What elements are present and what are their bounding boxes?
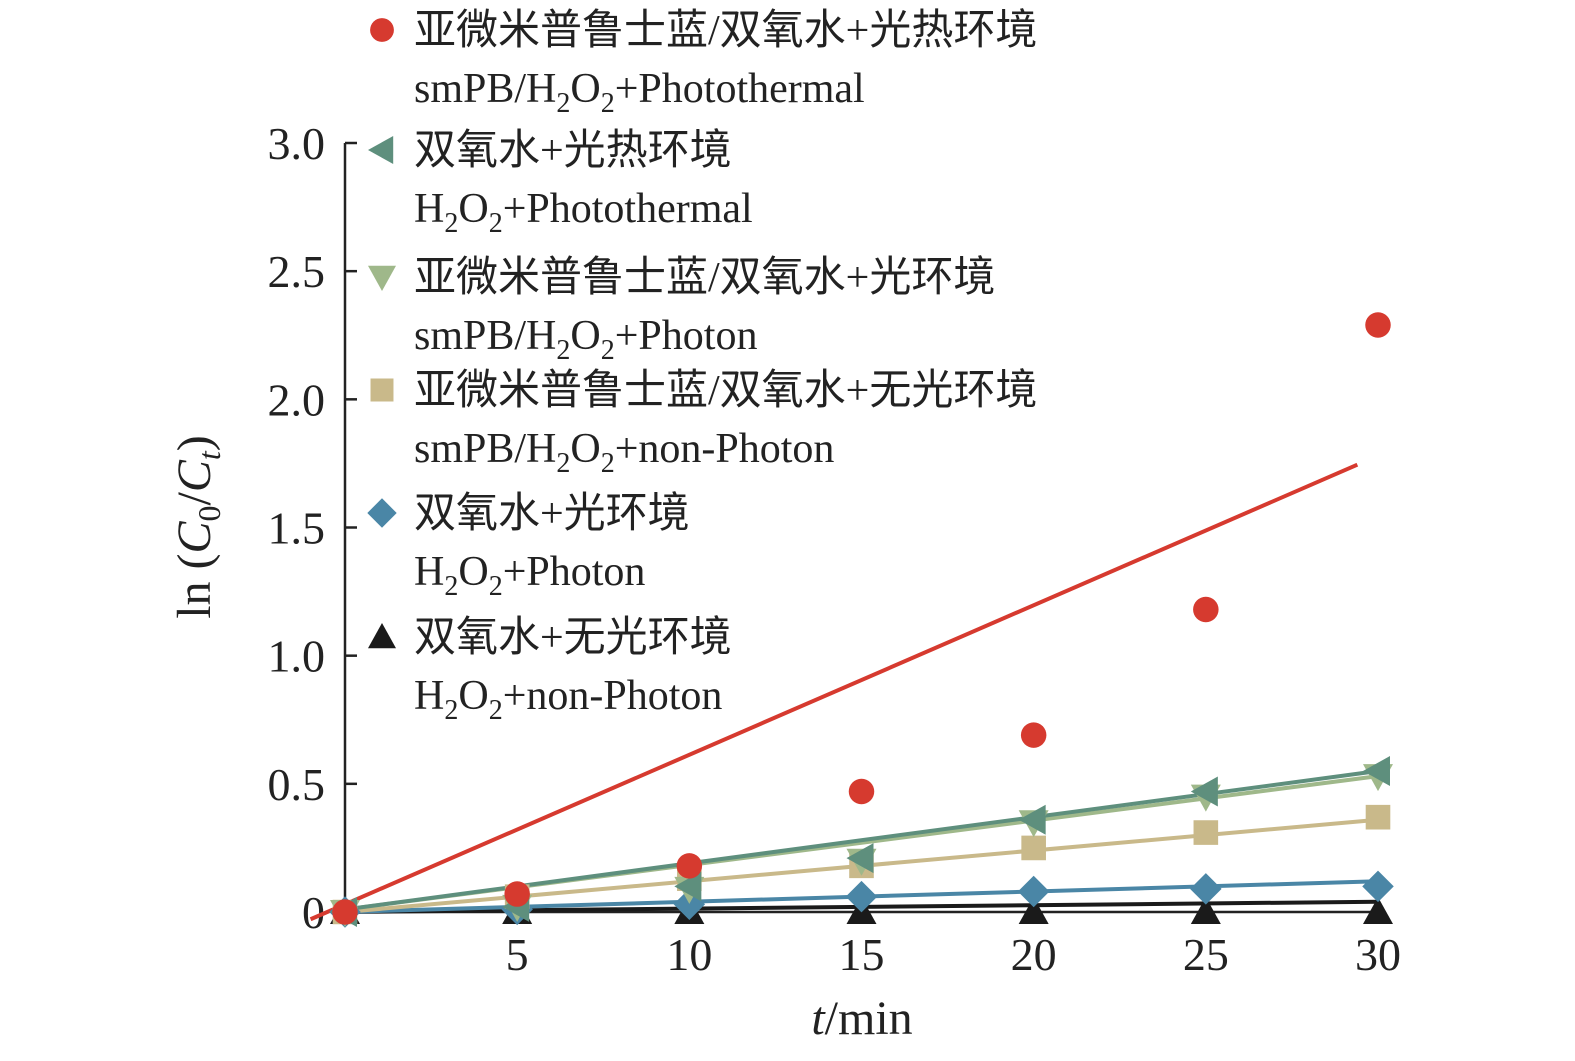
- legend-marker-1: [368, 136, 394, 164]
- data-point-s0-1: [504, 881, 530, 907]
- legend-label-cn-3: 亚微米普鲁士蓝/双氧水+无光环境: [414, 367, 1037, 414]
- data-point-s3-5: [1193, 820, 1219, 845]
- markers: [329, 312, 1394, 928]
- data-point-s0-2: [676, 853, 703, 879]
- data-point-s1-6: [1363, 756, 1390, 787]
- legend-label-en-4: H2O2+Photon: [414, 549, 645, 602]
- data-point-s0-4: [1020, 722, 1047, 748]
- data-point-s0-6: [1365, 312, 1391, 338]
- data-point-s0-0: [332, 899, 358, 925]
- legend-marker-4: [367, 498, 397, 528]
- x-tick-label: 30: [1355, 929, 1401, 980]
- legend-label-en-3: smPB/H2O2+non-Photon: [414, 426, 834, 479]
- fit-line-0: [309, 462, 1359, 922]
- x-tick-label: 25: [1183, 929, 1229, 980]
- y-tick-label: 0.5: [268, 759, 326, 810]
- data-point-s4-6: [1362, 870, 1394, 903]
- data-point-s1-4: [1018, 804, 1046, 835]
- legend-label-cn-5: 双氧水+无光环境: [414, 614, 732, 661]
- y-tick-label: 1.0: [268, 631, 326, 682]
- legend-label-cn-1: 双氧水+光热环境: [414, 127, 732, 174]
- legend-marker-0: [370, 18, 394, 42]
- x-ticks: 5 10 15 20 25 30: [506, 900, 1401, 980]
- data-point-s1-2: [674, 871, 702, 902]
- data-point-s1-5: [1190, 776, 1218, 807]
- x-tick-label: 20: [1011, 929, 1057, 980]
- legend-marker-2: [368, 265, 396, 291]
- data-point-s4-5: [1190, 873, 1222, 905]
- data-point-s5-4: [1018, 897, 1049, 924]
- data-point-s4-4: [1017, 875, 1050, 908]
- legend-label-cn-2: 亚微米普鲁士蓝/双氧水+光环境: [414, 254, 995, 301]
- y-tick-label: 1.5: [268, 503, 326, 554]
- data-point-s3-6: [1365, 804, 1391, 830]
- y-axis-label: ln (C0/Ct): [168, 435, 227, 619]
- legend-label-en-2: smPB/H2O2+Photon: [414, 313, 757, 366]
- data-point-s0-5: [1193, 596, 1219, 623]
- y-tick-label: 0: [302, 887, 325, 938]
- legend-label-en-0: smPB/H2O2+Photothermal: [414, 66, 865, 119]
- legend-label-cn-0: 亚微米普鲁士蓝/双氧水+光热环境: [414, 7, 1037, 54]
- y-tick-label: 2.5: [268, 246, 326, 297]
- y-tick-label: 2.0: [268, 374, 326, 425]
- x-tick-label: 15: [839, 929, 885, 980]
- data-point-s5-6: [1363, 897, 1393, 924]
- data-point-s4-3: [845, 880, 878, 913]
- y-ticks: 0 0.5 1.0 1.5 2.0 2.5 3.0: [268, 118, 357, 938]
- legend-marker-3: [370, 378, 394, 402]
- legend-marker-5: [368, 623, 396, 649]
- y-tick-label: 3.0: [268, 118, 326, 169]
- legend-label-en-1: H2O2+Photothermal: [414, 186, 753, 239]
- x-axis-label: t/min: [811, 992, 912, 1045]
- data-point-s5-5: [1190, 897, 1221, 924]
- legend: 亚微米普鲁士蓝/双氧水+光热环境 smPB/H2O2+Photothermal 双氧…: [367, 7, 1037, 726]
- data-point-s3-4: [1021, 835, 1046, 861]
- x-tick-label: 10: [666, 929, 712, 980]
- data-point-s0-3: [848, 778, 875, 805]
- legend-label-en-5: H2O2+non-Photon: [414, 673, 722, 726]
- legend-label-cn-4: 双氧水+光环境: [414, 490, 690, 537]
- x-tick-label: 5: [506, 929, 529, 980]
- data-point-s1-3: [846, 843, 874, 874]
